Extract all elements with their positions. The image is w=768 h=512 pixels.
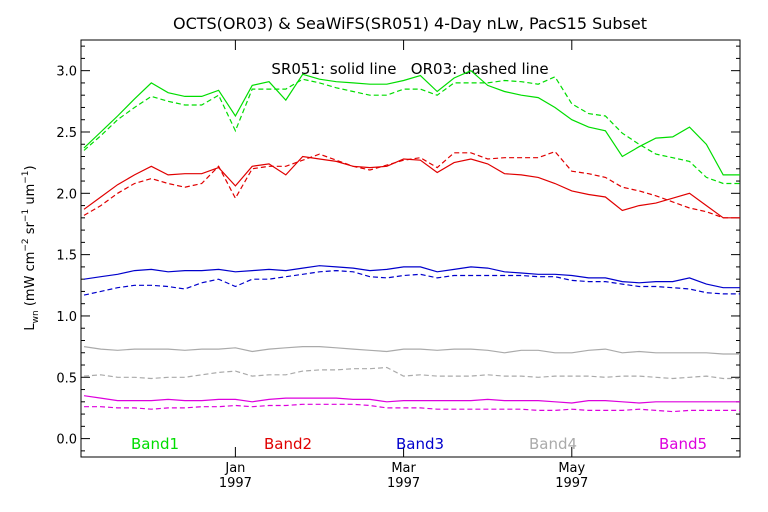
x-tick-year-label: 1997 [219,476,252,491]
legend-band1: Band1 [131,435,179,453]
y-tick-label: 0.5 [56,371,77,386]
band1-sr051-solid-line [83,69,740,176]
legend-band5: Band5 [659,435,707,453]
band4-sr051-solid-line [83,346,740,355]
x-tick-label: May [558,461,585,476]
band3-or03-dashed-line [83,269,740,296]
legend-band4: Band4 [529,435,577,453]
band1-or03-dashed-line [83,76,740,185]
y-tick-label: 1.5 [56,249,77,264]
legend: Band1 Band2 Band3 Band4 Band5 [131,435,707,453]
legend-band2: Band2 [264,435,312,453]
line-style-annotation: SR051: solid line OR03: dashed line [271,60,548,78]
band5-or03-dashed-line [84,403,740,413]
y-axis-label: Lwn (mW cm−2 sr−1 um−1) [21,165,41,330]
y-tick-label: 2.5 [56,126,77,141]
band2-or03-dashed-line [83,150,740,219]
y-tick-label: 3.0 [56,65,77,80]
y-tick-label: 1.0 [56,310,77,325]
band3-sr051-solid-line [83,265,740,289]
series-layer [83,69,740,413]
x-tick-label: Jan [224,461,245,476]
chart-title: OCTS(OR03) & SeaWiFS(SR051) 4-Day nLw, P… [173,14,647,33]
plot-area-frame [80,39,741,458]
y-axis: 0.0 0.5 1.0 1.5 2.0 2.5 3.0 [56,45,740,452]
band2-sr051-solid-line [83,155,740,219]
x-tick-year-label: 1997 [387,476,420,491]
y-tick-label: 0.0 [56,433,77,448]
y-tick-label: 2.0 [56,187,77,202]
x-tick-label: Mar [391,461,416,476]
x-tick-year-label: 1997 [555,476,588,491]
band4-or03-dashed-line [83,366,740,380]
legend-band3: Band3 [396,435,444,453]
band5-sr051-solid-line [83,395,740,404]
